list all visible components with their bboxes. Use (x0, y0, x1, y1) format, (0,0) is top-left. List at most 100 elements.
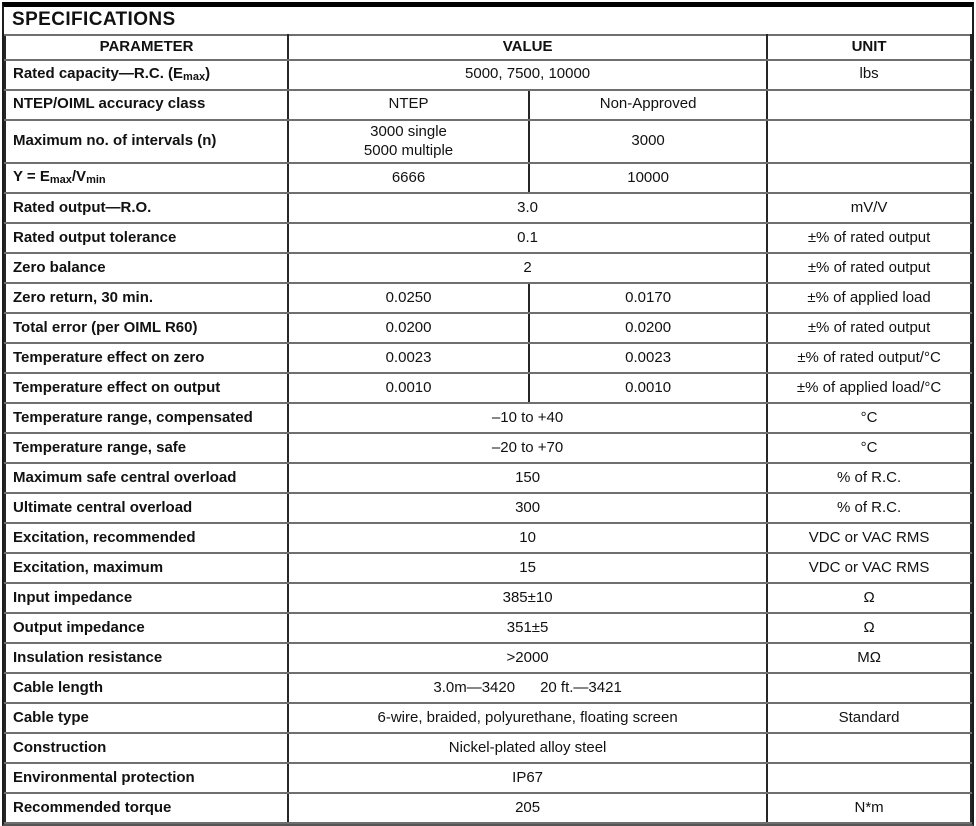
table-row: Maximum safe central overload 150% of R.C… (3, 462, 972, 495)
value-cell: 351±5 (287, 612, 769, 645)
unit-cell: ±% of rated output (766, 312, 972, 345)
value-cell: Nickel-plated alloy steel (287, 732, 769, 765)
parameter-cell: Maximum no. of intervals (n) (3, 118, 290, 165)
parameter-text: Maximum no. of intervals (n) (13, 132, 217, 150)
unit-cell (766, 732, 972, 765)
value-cell: >2000 (287, 642, 769, 675)
table-row: Total error (per OIML R60) 0.0200 0.0200 ±%… (3, 312, 972, 345)
parameter-text: Total error (per OIML R60) (13, 318, 198, 336)
parameter-text: Excitation, recommended (13, 528, 196, 546)
table-title-row: SPECIFICATIONS (5, 7, 971, 35)
value-cell-left: 0.0010 (287, 372, 531, 405)
table-row: Recommended torque 205 N*m (3, 792, 972, 825)
unit-cell (766, 118, 972, 165)
unit-cell: ±% of applied load (766, 282, 972, 315)
table-row: Rated output—R.O. 3.0 mV/V (3, 192, 972, 225)
parameter-cell: Rated capacity—R.C. (Emax) (3, 58, 290, 91)
unit-cell: ±% of rated output/°C (766, 342, 972, 375)
unit-cell: ±% of applied load/°C (766, 372, 972, 405)
unit-cell (766, 88, 972, 121)
value-cell: 3.0 (287, 192, 769, 225)
table-row: Temperature range, compensated –10 to +40… (3, 402, 972, 435)
parameter-cell: Temperature effect on output (3, 372, 290, 405)
table-row: Temperature effect on zero 0.0023 0.0023 ±%… (3, 342, 972, 375)
table-row: Insulation resistance >2000 MΩ (3, 642, 972, 675)
parameter-text: Zero balance (13, 258, 106, 276)
parameter-text: Excitation, maximum (13, 558, 164, 576)
parameter-cell: Total error (per OIML R60) (3, 312, 290, 345)
table-row: Maximum no. of intervals (n) 3000 single … (3, 118, 972, 165)
column-header-value: VALUE (287, 33, 769, 61)
parameter-text: Zero return, 30 min. (13, 288, 154, 306)
table-row: Temperature effect on output 0.0010 0.0010… (3, 372, 972, 405)
value-cell: 300 (287, 492, 769, 525)
parameter-cell: Environmental protection (3, 762, 290, 795)
unit-cell: ±% of rated output (766, 222, 972, 255)
unit-cell: % of R.C. (766, 492, 972, 525)
parameter-cell: Output impedance (3, 612, 290, 645)
value-cell-right: 0.0170 (528, 282, 769, 315)
value-cell-right: 0.0010 (528, 372, 769, 405)
unit-cell: °C (766, 432, 972, 465)
column-header-row: PARAMETER VALUE UNIT (3, 33, 972, 61)
parameter-cell: Cable length (3, 672, 290, 705)
table-body: Rated capacity—R.C. (Emax) 5000, 7500, 10… (3, 58, 972, 825)
parameter-cell: Y = Emax/Vmin (3, 162, 290, 195)
table-row: Excitation, maximum 15 VDC or VAC RMS (3, 552, 972, 585)
parameter-cell: Insulation resistance (3, 642, 290, 675)
table-row: Temperature range, safe –20 to +70 °C (3, 432, 972, 465)
unit-cell: Standard (766, 702, 972, 735)
unit-cell: lbs (766, 58, 972, 91)
value-cell-right: 10000 (528, 162, 769, 195)
table-row: Input impedance 385±10 Ω (3, 582, 972, 615)
parameter-cell: Excitation, maximum (3, 552, 290, 585)
value-cell: –10 to +40 (287, 402, 769, 435)
parameter-text: Insulation resistance (13, 648, 163, 666)
unit-cell: °C (766, 402, 972, 435)
value-cell: 385±10 (287, 582, 769, 615)
table-row: Zero balance 2 ±% of rated output (3, 252, 972, 285)
parameter-text: Temperature effect on output (13, 378, 221, 396)
table-row: Zero return, 30 min. 0.0250 0.0170 ±% of ap… (3, 282, 972, 315)
value-cell: 2 (287, 252, 769, 285)
unit-cell: ±% of rated output (766, 252, 972, 285)
parameter-text: Environmental protection (13, 768, 195, 786)
unit-cell: Ω (766, 582, 972, 615)
column-header-unit: UNIT (766, 33, 972, 61)
parameter-text: Input impedance (13, 588, 133, 606)
value-cell: 3.0m—3420 20 ft.—3421 (287, 672, 769, 705)
value-cell-right: Non-Approved (528, 88, 769, 121)
parameter-text: Rated capacity—R.C. (E (13, 64, 184, 82)
parameter-cell: Temperature effect on zero (3, 342, 290, 375)
parameter-text: Output impedance (13, 618, 145, 636)
table-title: SPECIFICATIONS (12, 9, 176, 30)
value-cell-left: 0.0200 (287, 312, 531, 345)
unit-cell (766, 762, 972, 795)
parameter-text: Maximum safe central overload (13, 468, 237, 486)
table-row: Output impedance 351±5 Ω (3, 612, 972, 645)
parameter-text: Cable length (13, 678, 104, 696)
specifications-table: SPECIFICATIONS PARAMETER VALUE UNIT Rate… (3, 7, 972, 825)
parameter-subscript: max (183, 70, 206, 83)
value-cell-left: 0.0250 (287, 282, 531, 315)
unit-cell: Ω (766, 612, 972, 645)
parameter-text: Ultimate central overload (13, 498, 193, 516)
parameter-cell: Zero balance (3, 252, 290, 285)
parameter-subscript: max (49, 174, 72, 187)
value-cell: 150 (287, 462, 769, 495)
table-row: Rated output tolerance 0.1 ±% of rated out… (3, 222, 972, 255)
parameter-cell: Temperature range, safe (3, 432, 290, 465)
parameter-text: Temperature range, compensated (13, 408, 253, 426)
parameter-text: Construction (13, 738, 107, 756)
value-cell-left: 3000 single 5000 multiple (287, 118, 531, 165)
unit-cell: VDC or VAC RMS (766, 552, 972, 585)
value-cell-right: 3000 (528, 118, 769, 165)
parameter-cell: Excitation, recommended (3, 522, 290, 555)
parameter-text: Recommended torque (13, 798, 172, 816)
table-row: Excitation, recommended 10 VDC or VAC RMS (3, 522, 972, 555)
value-cell-left: 0.0023 (287, 342, 531, 375)
parameter-text: ) (205, 64, 211, 82)
parameter-text: Rated output—R.O. (13, 198, 152, 216)
